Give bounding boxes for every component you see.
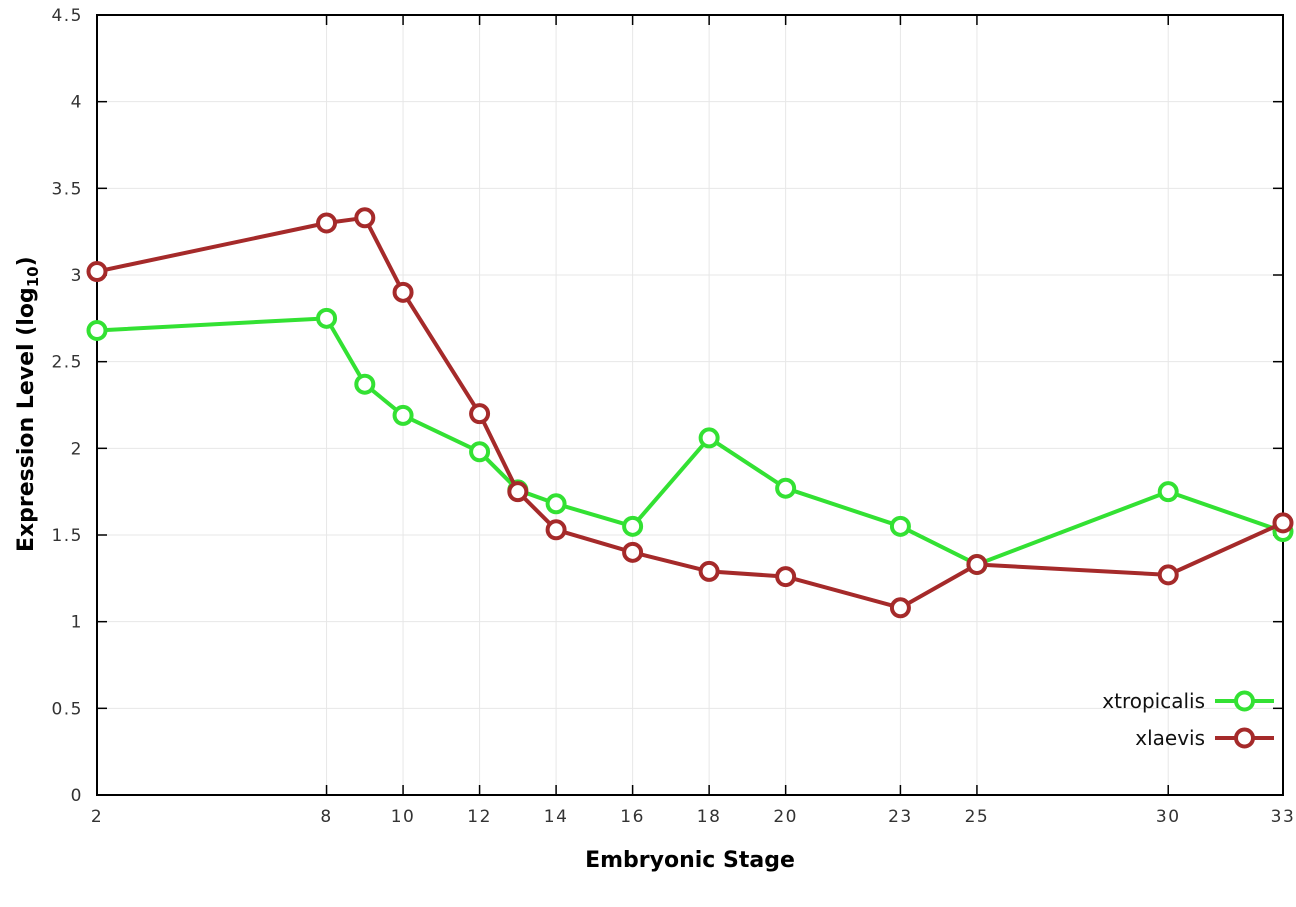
data-point-marker: [507, 481, 529, 503]
x-tick-label: 25: [965, 807, 990, 827]
y-tick-label: 1: [71, 613, 83, 633]
y-tick-label: 3.5: [51, 179, 83, 199]
x-tick-label: 10: [391, 807, 416, 827]
data-point-marker: [966, 553, 988, 575]
data-point-marker: [469, 403, 491, 425]
x-tick-label: 14: [544, 807, 569, 827]
series-line-xtropicalis: [96, 316, 1284, 567]
y-tick-label: 0: [71, 786, 83, 806]
plot-border: [96, 14, 1284, 796]
data-point-marker: [622, 541, 644, 563]
x-tick-label: 30: [1156, 807, 1181, 827]
x-tick-label: 18: [697, 807, 722, 827]
x-tick-label: 23: [888, 807, 913, 827]
y-axis-label-text: Expression Level (log: [13, 287, 39, 553]
data-point-marker: [545, 493, 567, 515]
data-point-marker: [1157, 564, 1179, 586]
y-tick-label: 2.5: [51, 353, 83, 373]
data-point-marker: [1272, 512, 1294, 534]
x-tick-label: 33: [1271, 807, 1296, 827]
series-line-xlaevis: [96, 215, 1284, 610]
x-tick-label: 2: [91, 807, 103, 827]
data-point-marker: [86, 319, 108, 341]
data-point-marker: [86, 261, 108, 283]
x-tick-label: 16: [620, 807, 645, 827]
data-point-marker: [622, 515, 644, 537]
y-tick-label: 4: [71, 93, 83, 113]
legend-marker: [1234, 727, 1255, 749]
data-point-marker: [354, 207, 376, 229]
data-point-marker: [889, 515, 911, 537]
data-point-marker: [316, 212, 338, 234]
legend-label-xlaevis: xlaevis: [1135, 726, 1205, 750]
x-tick-label: 20: [773, 807, 798, 827]
y-tick-label: 0.5: [51, 699, 83, 719]
legend-label-xtropicalis: xtropicalis: [1102, 689, 1205, 713]
data-point-marker: [698, 427, 720, 449]
y-axis-label: Expression Level (log10): [14, 14, 42, 794]
legend-marker: [1234, 690, 1255, 712]
data-point-marker: [545, 519, 567, 541]
y-axis-label-subscript: 10: [24, 266, 43, 288]
data-point-marker: [1157, 481, 1179, 503]
x-tick-label: 8: [320, 807, 332, 827]
data-point-marker: [889, 597, 911, 619]
data-point-marker: [469, 441, 491, 463]
x-tick-label: 12: [467, 807, 492, 827]
data-point-marker: [354, 373, 376, 395]
data-point-marker: [392, 281, 414, 303]
data-point-marker: [775, 477, 797, 499]
data-point-marker: [316, 307, 338, 329]
data-point-marker: [392, 404, 414, 426]
y-tick-label: 1.5: [51, 526, 83, 546]
x-axis-label: Embryonic Stage: [585, 848, 795, 873]
y-tick-label: 4.5: [51, 6, 83, 26]
y-tick-label: 2: [71, 439, 83, 459]
data-point-marker: [775, 566, 797, 588]
y-tick-label: 3: [71, 266, 83, 286]
data-point-marker: [698, 560, 720, 582]
y-axis-label-suffix: ): [13, 256, 39, 267]
